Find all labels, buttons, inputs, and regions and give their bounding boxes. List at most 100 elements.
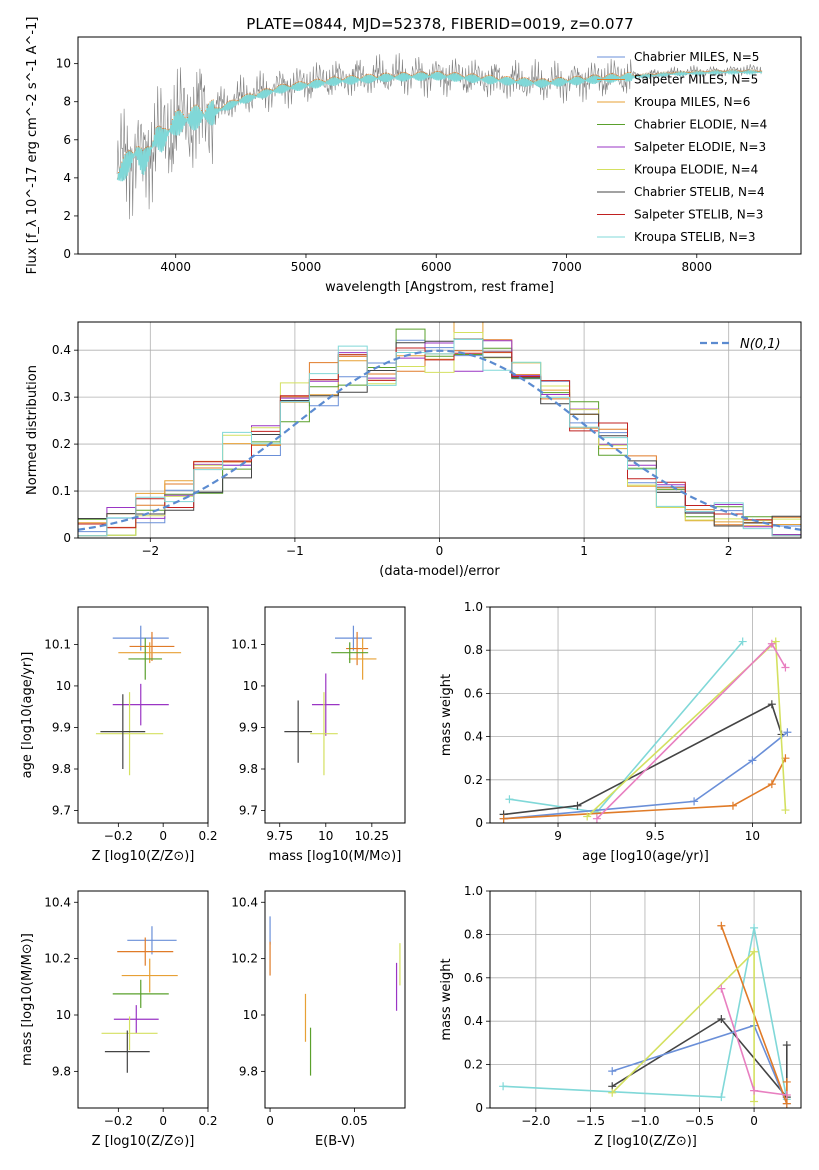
weight-marker <box>592 814 601 823</box>
axes-frame <box>77 890 209 1109</box>
plot-area <box>95 625 182 776</box>
weight-marker <box>782 1090 791 1099</box>
x-tick-label: 9.5 <box>646 829 665 843</box>
y-axis-label: Flux [f_λ 10^-17 erg cm^-2 s^-1 A^-1] <box>25 17 40 275</box>
y-tick-label: 0.6 <box>464 971 483 985</box>
legend-label: Salpeter ELODIE, N=3 <box>634 140 766 154</box>
weight-marker <box>573 801 582 810</box>
weight-marker <box>750 1086 759 1095</box>
x-tick-label: −2.0 <box>521 1114 550 1128</box>
x-tick-label: 0 <box>159 829 167 843</box>
weight-marker <box>748 756 757 765</box>
x-axis-label: wavelength [Angstrom, rest frame] <box>325 280 554 295</box>
x-axis-label: Z [log10(Z/Z⊙)] <box>92 849 195 864</box>
weight-marker <box>505 795 514 804</box>
weight-marker <box>767 639 776 648</box>
spectrum-data-line <box>116 53 763 220</box>
plot-area <box>269 916 401 1076</box>
x-tick-label: 1 <box>580 544 588 558</box>
axes-frame <box>489 606 802 824</box>
plot-area <box>116 53 763 220</box>
y-tick-label: 9.9 <box>239 720 258 734</box>
x-tick-label: −0.2 <box>104 829 133 843</box>
weight-marker <box>782 1077 791 1086</box>
y-axis-label: age [log10(age/yr)] <box>20 652 35 779</box>
y-tick-label: 4 <box>63 171 71 185</box>
y-tick-label: 10.4 <box>44 895 71 909</box>
weight-marker <box>783 728 792 737</box>
x-tick-label: −2 <box>141 544 159 558</box>
weight-marker <box>499 814 508 823</box>
weight-marker <box>717 1015 726 1024</box>
x-tick-label: 9.75 <box>266 829 293 843</box>
weight-marker <box>608 1088 617 1097</box>
weight-marker <box>583 812 592 821</box>
y-tick-label: 9.8 <box>52 762 71 776</box>
age-vs-Z-panel: −0.2 0 0.2 9.7 9.8 9.9 10 10.1 Z [log10(Z/Z⊙)] ag… <box>20 606 218 864</box>
plot-area <box>78 322 801 537</box>
mass-vs-Z-panel: −0.2 0 0.2 9.8 10 10.2 10.4 Z [log10(Z/Z⊙)] mass… <box>20 890 218 1149</box>
histogram-series <box>78 328 801 536</box>
y-tick-label: 10.1 <box>44 637 71 651</box>
y-tick-label: 9.8 <box>239 1064 258 1078</box>
plot-area <box>101 926 178 1073</box>
y-tick-label: 0 <box>63 531 71 545</box>
y-tick-label: 8 <box>63 95 71 109</box>
weight-line <box>503 757 787 820</box>
weight-marker <box>690 797 699 806</box>
weight-marker <box>750 1097 759 1106</box>
y-tick-label: 0.2 <box>464 773 483 787</box>
weight-line <box>509 641 744 814</box>
x-tick-label: −1 <box>286 544 304 558</box>
y-tick-label: 0.2 <box>464 1058 483 1072</box>
weight-line <box>503 703 783 816</box>
x-tick-label: 0 <box>159 1114 167 1128</box>
x-axis-label: Z [log10(Z/Z⊙)] <box>92 1134 195 1149</box>
x-tick-label: 2 <box>725 544 733 558</box>
x-tick-label: −0.2 <box>104 1114 133 1128</box>
y-tick-label: 0.6 <box>464 686 483 700</box>
y-tick-label: 10.2 <box>231 952 258 966</box>
y-tick-label: 10 <box>56 1008 71 1022</box>
legend-label: Kroupa ELODIE, N=4 <box>634 163 758 177</box>
histogram-series <box>78 340 801 537</box>
y-tick-label: 2 <box>63 209 71 223</box>
weight-line <box>503 731 788 820</box>
y-tick-label: 0 <box>475 1101 483 1115</box>
y-tick-label: 1.0 <box>464 600 483 614</box>
axes-frame <box>77 321 802 539</box>
y-axis-label: mass [log10(M/M⊙)] <box>20 933 35 1066</box>
legend-label: Salpeter STELIB, N=3 <box>634 208 763 222</box>
legend-label: Chabrier MILES, N=5 <box>634 50 759 64</box>
spectrum-panel: 4000 5000 6000 7000 8000 0 2 4 6 8 10 wavelength [A… <box>25 17 802 295</box>
x-tick-label: 10 <box>318 829 333 843</box>
legend-label: Salpeter MILES, N=5 <box>634 73 758 87</box>
x-tick-label: 10.25 <box>355 829 389 843</box>
axes-frame <box>77 36 802 255</box>
legend-label: Chabrier ELODIE, N=4 <box>634 118 767 132</box>
weight-marker <box>717 1093 726 1102</box>
x-tick-label: 0.05 <box>341 1114 368 1128</box>
x-axis-label: (data-model)/error <box>379 564 500 579</box>
y-axis-label: mass weight <box>439 674 454 756</box>
age-vs-mass-panel: 9.75 10 10.25 9.7 9.8 9.9 10 10.1 mass [log10(M/… <box>231 606 406 864</box>
x-tick-label: −1.5 <box>576 1114 605 1128</box>
x-tick-label: −1.0 <box>630 1114 659 1128</box>
gaussian-reference-line <box>78 349 801 531</box>
y-tick-label: 0.3 <box>52 390 71 404</box>
weight-marker <box>767 700 776 709</box>
mass-vs-ebv-panel: 0 0.05 9.8 10 10.2 10.4 E(B-V) <box>231 890 406 1149</box>
legend-label: Kroupa STELIB, N=3 <box>634 230 756 244</box>
x-tick-label: 5000 <box>291 260 322 274</box>
axes-frame <box>264 606 406 824</box>
y-axis-label: mass weight <box>439 958 454 1040</box>
x-tick-label: 10 <box>745 829 760 843</box>
x-tick-label: 0 <box>266 1114 274 1128</box>
weight-marker <box>767 780 776 789</box>
y-tick-label: 1.0 <box>464 884 483 898</box>
x-tick-label: 0.2 <box>198 829 217 843</box>
y-tick-label: 10 <box>56 57 71 71</box>
y-tick-label: 0.1 <box>52 484 71 498</box>
y-tick-label: 9.7 <box>239 804 258 818</box>
